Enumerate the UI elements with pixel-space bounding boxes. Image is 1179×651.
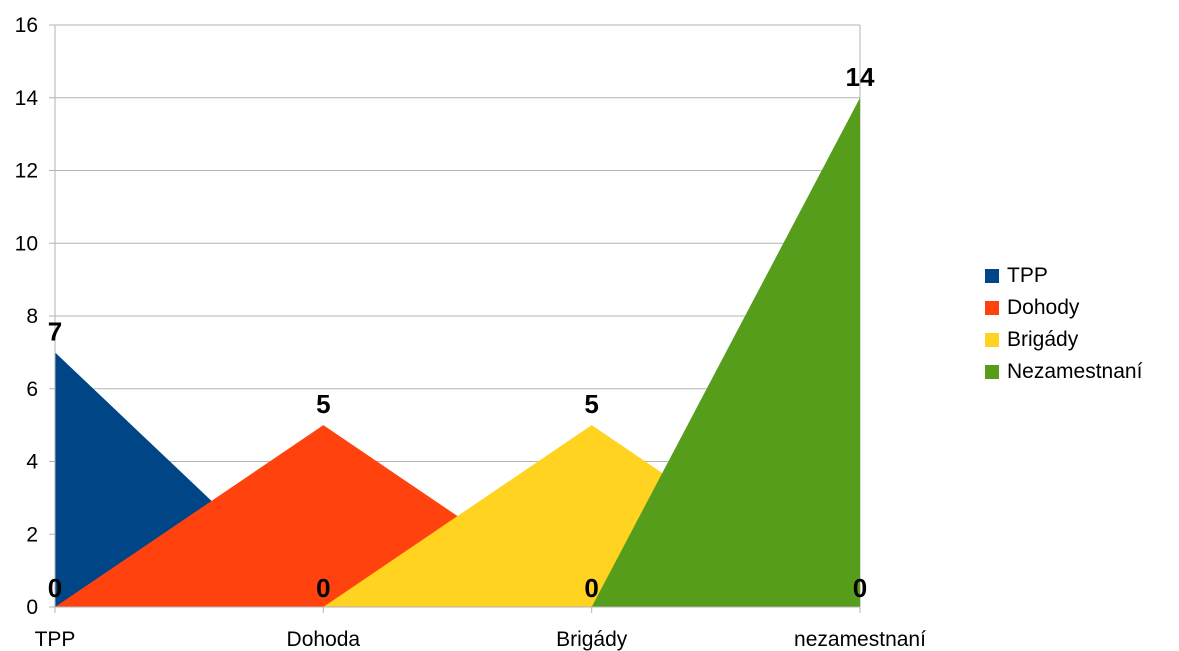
legend-label-dohody: Dohody (1007, 296, 1080, 319)
legend-swatch-nezamestnani (985, 365, 999, 379)
y-tick-label-2: 2 (26, 523, 38, 546)
x-tick-label-tpp: TPP (35, 628, 76, 651)
legend-swatch-dohody (985, 301, 999, 315)
data-label-tpp-0: 0 (48, 573, 62, 603)
y-tick-label-10: 10 (15, 232, 38, 255)
y-tick-label-8: 8 (26, 305, 38, 328)
data-label-dohoda-5: 5 (316, 389, 330, 419)
x-axis-tick-labels: TPP Dohoda Brigády nezamestnaní (35, 628, 927, 651)
legend-label-tpp: TPP (1007, 264, 1048, 287)
area-series-nezamestnani[interactable] (591, 97, 860, 607)
legend-label-nezamestnani: Nezamestnaní (1007, 360, 1143, 383)
legend: TPP Dohody Brigády Nezamestnaní (985, 260, 1179, 388)
y-tick-label-4: 4 (26, 451, 38, 474)
x-tick-label-brigady: Brigády (556, 628, 628, 651)
data-label-nezamestnani-0: 0 (853, 573, 867, 603)
legend-item-brigady[interactable]: Brigády (985, 324, 1179, 356)
data-label-dohoda-0: 0 (316, 573, 330, 603)
series-areas (55, 97, 860, 607)
data-label-nezamestnani-14: 14 (846, 62, 875, 92)
y-tick-label-12: 12 (15, 160, 38, 183)
legend-label-brigady: Brigády (1007, 328, 1079, 351)
y-tick-label-14: 14 (15, 87, 39, 110)
legend-item-nezamestnani[interactable]: Nezamestnaní (985, 356, 1179, 388)
axes (49, 24, 861, 613)
legend-item-tpp[interactable]: TPP (985, 260, 1179, 292)
legend-swatch-brigady (985, 333, 999, 347)
legend-item-dohody[interactable]: Dohody (985, 292, 1179, 324)
data-label-tpp-7: 7 (48, 316, 62, 346)
x-tick-label-dohoda: Dohoda (287, 628, 361, 651)
y-tick-label-16: 16 (15, 14, 38, 37)
data-label-brigady-0: 0 (584, 573, 598, 603)
y-axis-tick-labels: 0 2 4 6 8 10 12 14 16 (15, 14, 39, 619)
y-tick-label-0: 0 (26, 596, 38, 619)
legend-swatch-tpp (985, 269, 999, 283)
x-tick-label-nezamestnani: nezamestnaní (794, 628, 926, 651)
y-tick-label-6: 6 (26, 378, 38, 401)
data-label-brigady-5: 5 (584, 389, 598, 419)
data-labels: 7 0 5 0 5 0 14 0 (48, 62, 875, 603)
